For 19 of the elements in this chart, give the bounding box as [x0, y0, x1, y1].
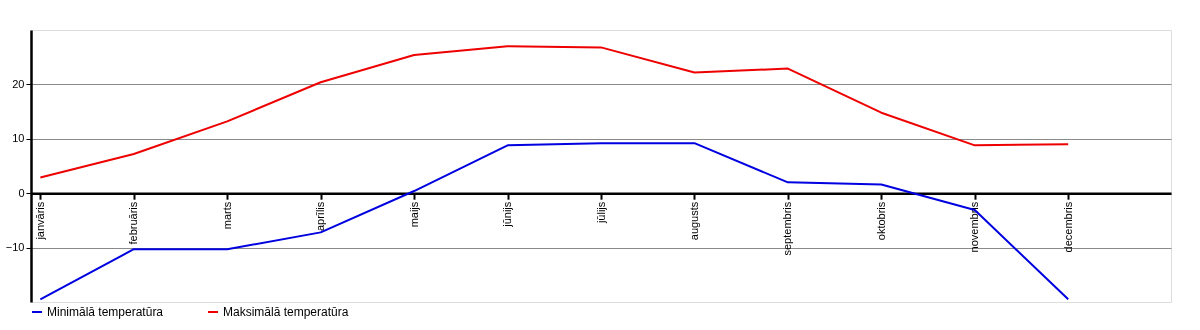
x-tick-label: septembris: [781, 201, 794, 256]
y-tick-label: 20: [12, 77, 25, 90]
y-tick-label: 0: [18, 186, 25, 199]
x-tick-label: augusts: [687, 201, 700, 241]
x-tick-label: novembris: [968, 201, 981, 253]
x-tick-label: jūnijs: [501, 201, 514, 228]
x-tick-label: janvāris: [33, 201, 46, 241]
x-tick-label: maijs: [407, 201, 420, 228]
x-tick-label: jūlijs: [594, 201, 607, 225]
legend-label: Maksimālā temperatūra: [223, 305, 349, 319]
y-tick-label: 10: [12, 132, 25, 145]
x-tick-label: februāris: [127, 201, 140, 245]
x-tick-label: aprīlis: [314, 201, 327, 232]
series-label: Minimālā temperatūra: [47, 305, 164, 319]
x-tick-label: decembris: [1061, 201, 1074, 253]
line-series: [39, 45, 1070, 179]
x-tick-label: marts: [220, 201, 233, 230]
y-tick-label: −10: [5, 241, 25, 254]
x-tick-label: oktobris: [874, 201, 887, 241]
